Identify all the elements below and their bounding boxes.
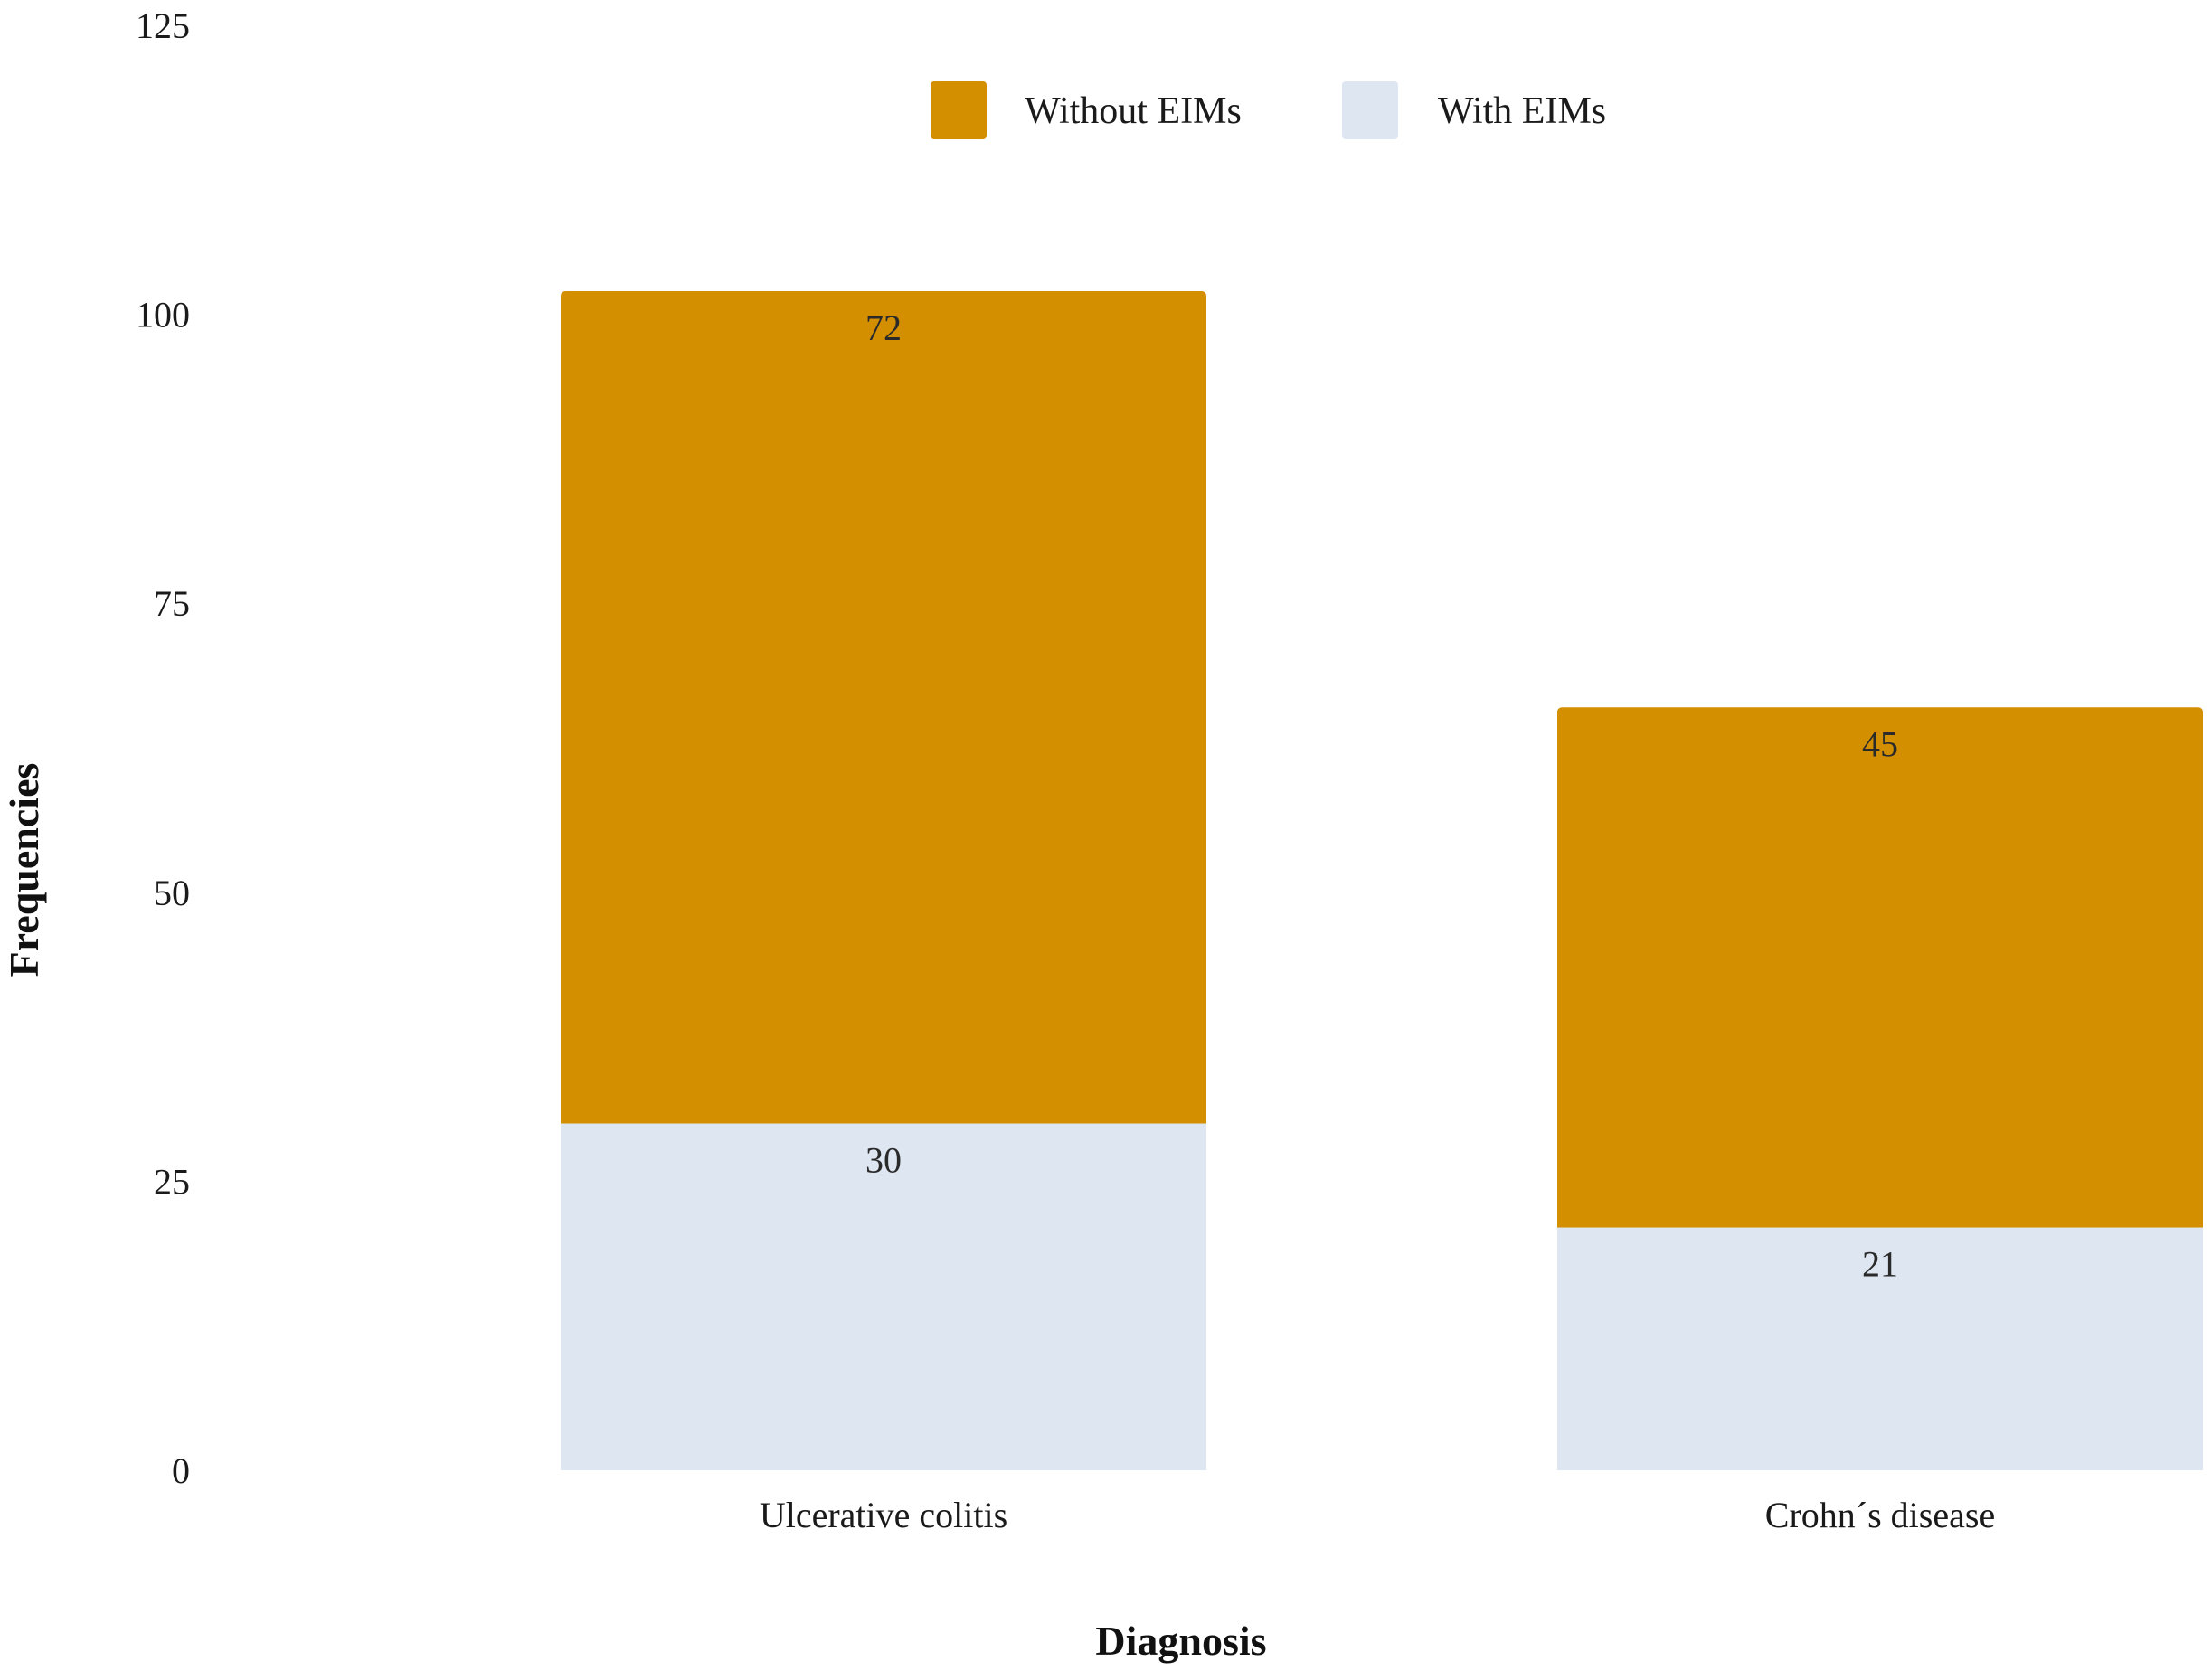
- bar-segment-fill: [561, 1116, 1206, 1124]
- y-tick-label: 100: [136, 295, 190, 335]
- y-axis-ticks: 0 25 50 75 100 125: [136, 5, 190, 1491]
- bar-segment: [1557, 1227, 2203, 1470]
- x-axis-ticks: Ulcerative colitis Crohn´s disease: [760, 1495, 1995, 1535]
- bar-segment: [1557, 707, 2203, 1228]
- legend-swatch: [1342, 81, 1398, 139]
- bar-segment-fill: [1557, 1220, 2203, 1228]
- legend-swatch: [931, 81, 987, 139]
- data-labels: 30 72 21 45: [865, 307, 1898, 1285]
- data-label: 72: [865, 307, 902, 348]
- legend-label: Without EIMs: [1025, 90, 1242, 132]
- data-label: 30: [865, 1139, 902, 1180]
- bar-segment: [561, 1123, 1206, 1470]
- y-tick-label: 125: [136, 5, 190, 46]
- legend: Without EIMs With EIMs: [931, 81, 1606, 139]
- x-tick-label: Crohn´s disease: [1765, 1495, 1995, 1535]
- bar-segment: [561, 291, 1206, 1124]
- y-tick-label: 0: [172, 1450, 190, 1491]
- data-label: 21: [1862, 1244, 1898, 1285]
- y-tick-label: 50: [154, 873, 190, 913]
- x-tick-label: Ulcerative colitis: [760, 1495, 1007, 1535]
- y-axis-title: Frequencies: [1, 763, 47, 977]
- y-tick-label: 75: [154, 583, 190, 624]
- x-axis-title: Diagnosis: [1095, 1618, 1266, 1664]
- y-tick-label: 25: [154, 1161, 190, 1202]
- data-label: 45: [1862, 723, 1898, 764]
- legend-label: With EIMs: [1438, 90, 1606, 132]
- bars: [561, 291, 2203, 1470]
